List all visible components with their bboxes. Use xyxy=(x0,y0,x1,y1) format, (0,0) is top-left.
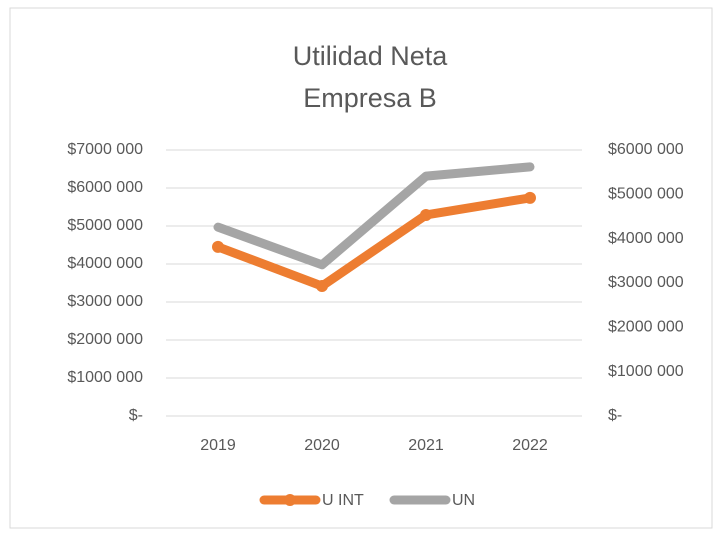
point xyxy=(420,208,432,221)
series-line xyxy=(213,193,535,291)
y2-tick-label: $4000 000 xyxy=(608,230,684,247)
y-tick-label: $- xyxy=(129,407,143,424)
y2-tick-label: $1000 000 xyxy=(608,363,684,380)
legend-label: UN xyxy=(452,492,475,509)
y-tick-label: $7000 000 xyxy=(67,141,143,158)
x-tick-label: 2022 xyxy=(512,437,548,454)
y2-tick-label: $- xyxy=(608,407,622,424)
point xyxy=(524,191,536,204)
y-tick-label: $3000 000 xyxy=(67,293,143,310)
y-tick-label: $6000 000 xyxy=(67,179,143,196)
x-tick-label: 2019 xyxy=(200,437,236,454)
chart-title: Empresa B xyxy=(303,83,437,113)
point xyxy=(316,280,328,293)
chart-title: Utilidad Neta xyxy=(293,41,449,71)
y-tick-label: $5000 000 xyxy=(67,217,143,234)
y-tick-label: $2000 000 xyxy=(67,331,143,348)
x-tick-label: 2020 xyxy=(304,437,340,454)
x-tick-label: 2021 xyxy=(408,437,444,454)
point xyxy=(212,240,224,253)
y2-tick-label: $6000 000 xyxy=(608,141,684,158)
series-line xyxy=(213,162,535,270)
legend-marker xyxy=(284,494,296,506)
y-tick-label: $4000 000 xyxy=(67,255,143,272)
y-tick-label: $1000 000 xyxy=(67,369,143,386)
y2-tick-label: $2000 000 xyxy=(608,319,684,336)
legend-label: U INT xyxy=(322,492,364,509)
y2-tick-label: $5000 000 xyxy=(608,186,684,203)
chart-border xyxy=(9,7,713,529)
y2-tick-label: $3000 000 xyxy=(608,274,684,291)
